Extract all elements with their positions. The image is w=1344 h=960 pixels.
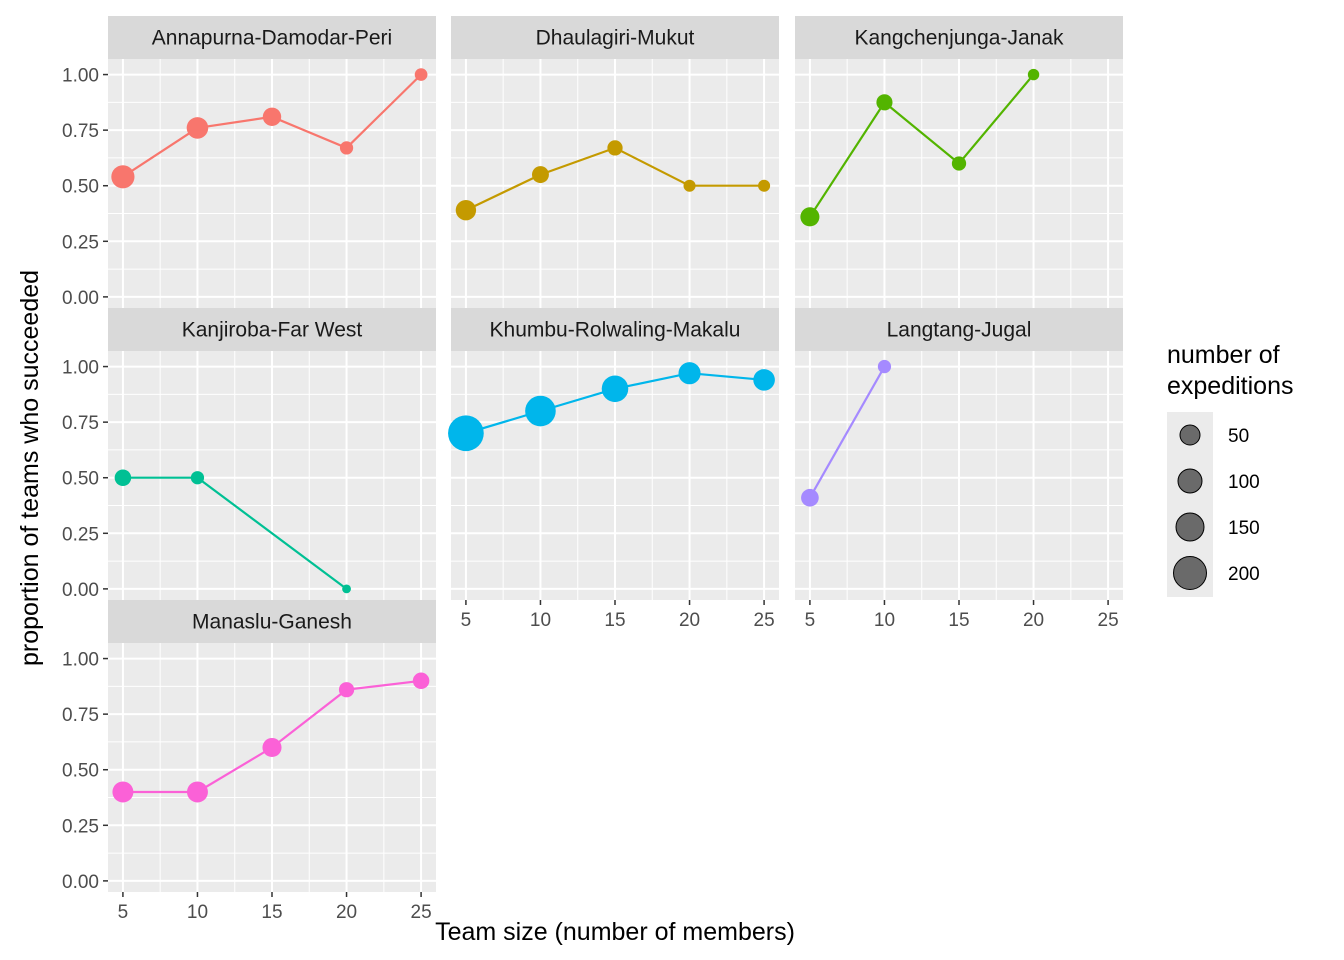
y-tick-label: 1.00 bbox=[62, 66, 99, 87]
y-tick-label: 0.75 bbox=[62, 121, 99, 142]
data-point bbox=[262, 737, 282, 758]
facet-strip-label: Kanjiroba-Far West bbox=[182, 319, 363, 342]
y-tick-label: 0.50 bbox=[62, 469, 99, 490]
facet-strip bbox=[108, 308, 436, 351]
y-tick-label: 0.00 bbox=[62, 580, 99, 601]
series-line bbox=[808, 366, 886, 499]
y-tick-label: 1.00 bbox=[62, 650, 99, 671]
x-tick-label: 20 bbox=[336, 902, 357, 923]
data-point bbox=[414, 68, 428, 81]
x-tick-label: 25 bbox=[411, 902, 432, 923]
facet-strip-label: Manaslu-Ganesh bbox=[192, 611, 352, 634]
data-point bbox=[186, 781, 208, 803]
legend-title: expeditions bbox=[1167, 372, 1293, 400]
legend-label: 150 bbox=[1228, 518, 1260, 539]
x-tick-label: 25 bbox=[754, 610, 775, 631]
data-point bbox=[112, 781, 134, 803]
facet-strip-label: Kangchenjunga-Janak bbox=[855, 27, 1064, 50]
facet-strip bbox=[795, 308, 1123, 351]
facet-strip bbox=[108, 16, 436, 59]
x-tick-label: 10 bbox=[187, 902, 208, 923]
series-line bbox=[808, 73, 1035, 218]
x-tick-label: 15 bbox=[604, 610, 625, 631]
data-point bbox=[455, 199, 477, 221]
data-point bbox=[877, 359, 892, 374]
legend-label: 50 bbox=[1228, 426, 1249, 447]
y-tick-label: 0.00 bbox=[62, 288, 99, 309]
data-point bbox=[262, 107, 282, 127]
facet-panel: Kangchenjunga-Janak bbox=[795, 16, 1123, 308]
x-tick-label: 5 bbox=[461, 610, 472, 631]
x-tick-label: 20 bbox=[1023, 610, 1044, 631]
facet-strip bbox=[795, 16, 1123, 59]
data-point bbox=[525, 395, 556, 427]
legend-key-circle bbox=[1179, 424, 1201, 446]
x-tick-label: 15 bbox=[261, 902, 282, 923]
y-tick-label: 0.75 bbox=[62, 413, 99, 434]
facet-strip-label: Khumbu-Rolwaling-Makalu bbox=[490, 319, 741, 342]
legend-label: 100 bbox=[1228, 472, 1260, 493]
data-point bbox=[607, 140, 623, 156]
data-point bbox=[876, 94, 893, 111]
x-tick-label: 10 bbox=[530, 610, 551, 631]
facet-panel: Annapurna-Damodar-Peri 0.00 0.25 0.50 0.75 1.… bbox=[62, 16, 436, 309]
x-tick-label: 15 bbox=[948, 610, 969, 631]
x-tick-label: 25 bbox=[1098, 610, 1119, 631]
facet-strip-label: Langtang-Jugal bbox=[887, 319, 1032, 342]
facet-panel: Manaslu-Ganesh 0.00 0.25 0.50 0.75 1.00 5 10 15 2… bbox=[62, 600, 436, 923]
facet-panel: Langtang-Jugal 5 10 15 20 25 bbox=[795, 308, 1123, 631]
data-point bbox=[186, 117, 209, 139]
x-tick-label: 20 bbox=[679, 610, 700, 631]
data-point bbox=[342, 584, 351, 594]
data-point bbox=[951, 156, 967, 171]
y-tick-label: 1.00 bbox=[62, 358, 99, 379]
data-point bbox=[1027, 68, 1040, 81]
x-tick-label: 5 bbox=[805, 610, 816, 631]
legend-key-circle bbox=[1175, 512, 1205, 542]
data-point bbox=[190, 471, 205, 485]
y-tick-label: 0.50 bbox=[62, 177, 99, 198]
data-point bbox=[678, 362, 701, 385]
data-point bbox=[339, 141, 354, 155]
facet-strip-label: Dhaulagiri-Mukut bbox=[536, 27, 695, 50]
data-point bbox=[448, 415, 484, 452]
data-point bbox=[683, 179, 696, 192]
data-point bbox=[111, 165, 135, 189]
data-point bbox=[753, 369, 775, 391]
data-point bbox=[800, 207, 820, 227]
x-tick-label: 5 bbox=[118, 902, 129, 923]
data-point bbox=[338, 682, 355, 698]
y-axis-title: proportion of teams who succeeded bbox=[16, 270, 44, 666]
facet-panel: Dhaulagiri-Mukut bbox=[451, 16, 779, 308]
y-tick-label: 0.50 bbox=[62, 761, 99, 782]
size-legend: number of expeditions 50 100 150 200 bbox=[1167, 341, 1293, 597]
y-tick-label: 0.25 bbox=[62, 232, 99, 253]
facet-strip-label: Annapurna-Damodar-Peri bbox=[152, 27, 392, 50]
x-axis-title: Team size (number of members) bbox=[435, 918, 795, 946]
facet-strip bbox=[451, 308, 779, 351]
data-point bbox=[531, 166, 549, 184]
data-point bbox=[801, 488, 819, 507]
facet-strip bbox=[451, 16, 779, 59]
data-point bbox=[758, 179, 771, 192]
y-tick-label: 0.25 bbox=[62, 524, 99, 545]
legend-title: number of bbox=[1167, 341, 1280, 369]
data-point bbox=[412, 672, 430, 690]
legend-label: 200 bbox=[1228, 564, 1260, 585]
legend-key-circle bbox=[1177, 468, 1203, 494]
facet-panel: Kanjiroba-Far West 0.00 0.25 0.50 0.75 1.00 bbox=[62, 308, 436, 601]
y-tick-label: 0.25 bbox=[62, 816, 99, 837]
data-point bbox=[601, 375, 629, 403]
data-point bbox=[114, 469, 132, 486]
facet-panel: Khumbu-Rolwaling-Makalu 5 10 15 20 25 bbox=[448, 308, 779, 631]
x-tick-label: 10 bbox=[874, 610, 895, 631]
legend-key-circle bbox=[1173, 556, 1207, 590]
y-tick-label: 0.75 bbox=[62, 705, 99, 726]
facet-strip bbox=[108, 600, 436, 643]
y-tick-label: 0.00 bbox=[62, 872, 99, 893]
